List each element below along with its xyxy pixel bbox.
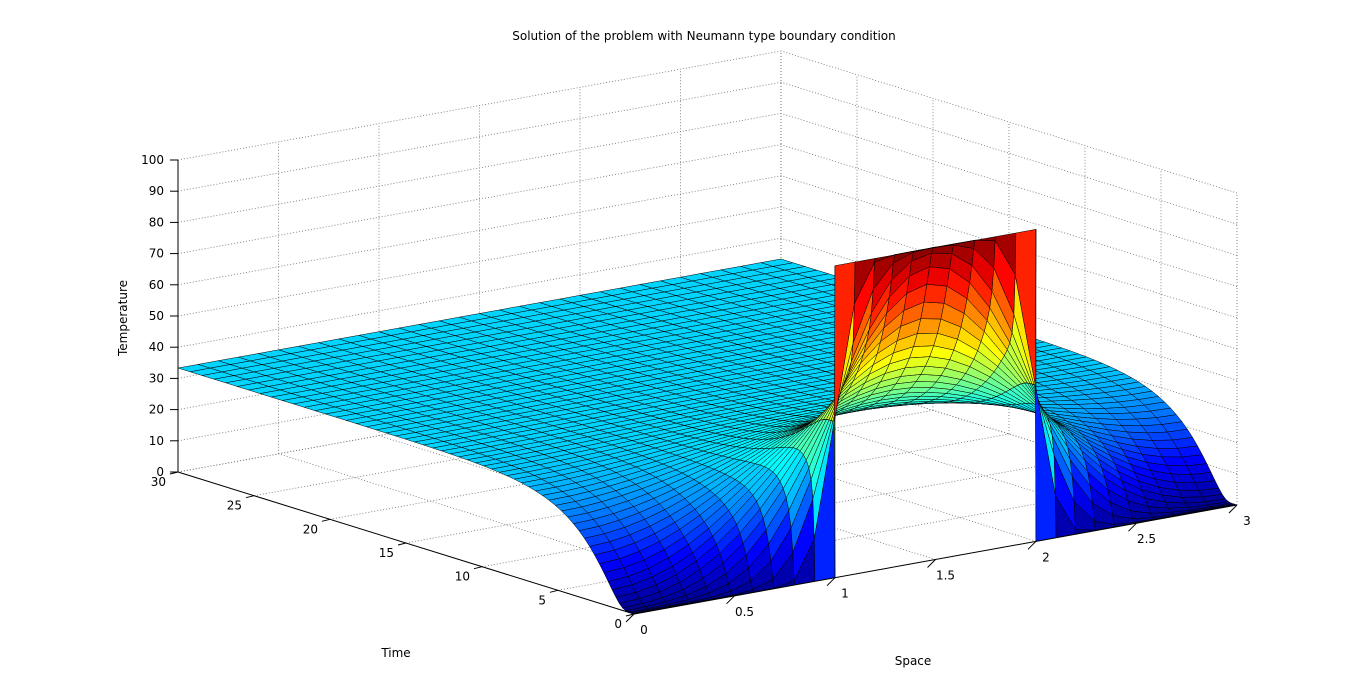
z-tick-label: 90 [149,184,164,198]
y-tick-label: 25 [227,499,242,513]
x-tick-label: 2.5 [1137,532,1156,546]
x-tick [726,595,735,605]
grid-line [177,50,782,161]
z-tick-label: 70 [149,247,164,261]
grid-line [177,237,782,348]
y-axis-label: Time [380,646,410,660]
x-tick [1128,522,1137,532]
x-tick-label: 1 [841,587,849,601]
grid-line [177,175,782,286]
surface-patch [974,236,997,241]
z-tick-label: 10 [149,434,164,448]
y-tick-label: 5 [538,593,546,607]
axis-layer: 00.511.522.53051015202530010203040506070… [141,153,1251,637]
y-tick [245,495,255,499]
surface-patch [926,266,950,287]
grid-line [177,81,782,192]
surface-patch [929,252,953,270]
z-tick-label: 0 [156,465,164,479]
x-tick [927,559,936,568]
y-tick [473,566,483,570]
surface-patch [923,283,948,304]
x-tick [625,613,635,623]
label-layer: Temperature Time Space [116,280,931,668]
y-tick [397,542,407,546]
z-axis-label: Temperature [116,280,130,357]
grid-line [177,144,782,254]
grid-line [177,113,782,223]
surface-layer [177,229,1238,615]
chart-title: Solution of the problem with Neumann typ… [512,29,895,43]
z-tick-label: 60 [149,278,164,292]
z-tick-label: 50 [149,309,164,323]
x-tick-label: 2 [1042,550,1050,564]
y-tick-label: 0 [614,617,622,631]
y-tick [321,518,331,522]
x-axis-label: Space [895,654,932,668]
y-tick-label: 20 [303,522,318,536]
surface-patch [920,301,945,320]
z-tick-label: 30 [149,371,164,385]
x-tick-label: 0.5 [735,605,754,619]
surface-patch [1178,490,1203,498]
y-tick-label: 30 [151,475,166,489]
z-tick-label: 80 [149,215,164,229]
grid-line [177,206,782,317]
y-tick [625,613,635,617]
z-tick-label: 100 [141,153,164,167]
y-tick [549,589,559,593]
y-tick-label: 15 [379,546,394,560]
z-tick-label: 20 [149,403,164,417]
grid-line [780,50,1238,194]
x-tick [1228,504,1238,514]
x-tick [1027,540,1037,550]
x-tick [826,577,836,587]
surface-patch [917,318,942,334]
x-tick-label: 3 [1243,514,1251,528]
x-tick-label: 1.5 [936,569,955,583]
x-tick-label: 0 [640,623,648,637]
z-tick-label: 40 [149,340,164,354]
y-tick-label: 10 [455,570,470,584]
